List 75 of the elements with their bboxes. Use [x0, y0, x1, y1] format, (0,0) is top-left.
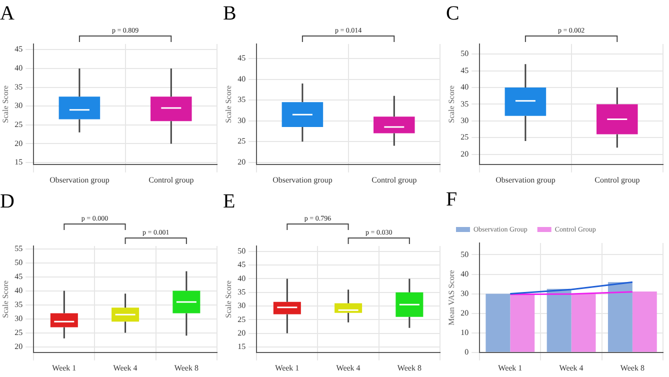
chart-title: B [223, 2, 236, 24]
y-axis-title: Scale Score [224, 84, 233, 123]
chart-title: C [446, 2, 460, 24]
y-tick-label: 50 [14, 258, 23, 267]
y-tick-label: 20 [460, 149, 469, 158]
y-axis-title: Scale Score [224, 280, 233, 318]
y-tick-label: 20 [14, 342, 23, 351]
bar [486, 294, 510, 352]
y-axis-title: Scale Score [0, 84, 10, 123]
bar [632, 291, 657, 352]
x-tick-label: Week 1 [275, 363, 300, 372]
y-tick-label: 55 [14, 244, 23, 253]
y-tick-label: 40 [14, 286, 23, 295]
chart-title: A [0, 2, 15, 24]
x-tick-label: Week 1 [498, 363, 522, 372]
y-tick-label: 35 [14, 300, 23, 309]
x-tick-label: Observation group [496, 175, 556, 184]
y-tick-label: 45 [238, 260, 246, 270]
y-tick-label: 10 [460, 328, 469, 337]
x-tick-label: Control group [372, 175, 417, 184]
y-tick-label: 20 [14, 138, 23, 148]
bar [510, 294, 535, 352]
x-tick-label: Week 8 [174, 363, 198, 372]
bar [571, 294, 596, 352]
y-tick-label: 30 [14, 101, 23, 110]
y-tick-label: 40 [460, 82, 469, 92]
y-tick-label: 20 [238, 157, 246, 166]
y-tick-label: 40 [238, 74, 246, 84]
y-tick-label: 45 [14, 272, 23, 281]
x-tick-label: Week 4 [336, 363, 360, 372]
y-tick-label: 20 [238, 328, 246, 338]
y-tick-label: 30 [460, 288, 469, 298]
y-tick-label: 40 [238, 274, 246, 283]
x-tick-label: Week 1 [52, 363, 76, 372]
y-tick-label: 50 [460, 250, 469, 259]
y-tick-label: 45 [14, 44, 23, 54]
y-tick-label: 30 [14, 314, 23, 323]
y-tick-label: 25 [14, 120, 23, 129]
y-axis-title: Scale Score [0, 280, 10, 318]
y-tick-label: 25 [460, 132, 469, 142]
y-tick-label: 30 [238, 301, 246, 310]
x-tick-label: Week 4 [113, 363, 138, 372]
y-tick-label: 25 [14, 328, 23, 337]
y-tick-label: 20 [460, 308, 469, 318]
y-tick-label: 35 [238, 287, 246, 296]
y-axis-title: Mean VAS Score [446, 270, 456, 326]
y-axis-title: Scale Score [446, 84, 456, 123]
y-tick-label: 15 [238, 342, 246, 352]
y-tick-label: 35 [238, 95, 246, 104]
chart-title: D [0, 190, 14, 212]
y-tick-label: 30 [238, 116, 246, 125]
y-tick-label: 15 [14, 158, 23, 167]
x-tick-label: Control group [148, 175, 194, 184]
y-tick-label: 35 [460, 99, 469, 108]
y-tick-label: 40 [14, 64, 23, 73]
chart-title: F [446, 188, 458, 210]
y-tick-label: 45 [460, 66, 469, 75]
y-tick-label: 30 [460, 116, 469, 126]
y-tick-label: 25 [238, 314, 246, 324]
y-tick-label: 45 [238, 54, 246, 63]
bar [546, 288, 572, 352]
y-tick-label: 50 [460, 49, 469, 58]
y-tick-label: 40 [460, 269, 469, 278]
chart-title: E [223, 190, 236, 212]
bar [608, 282, 632, 352]
x-tick-label: Control group [594, 175, 640, 184]
x-tick-label: Week 8 [397, 363, 422, 372]
x-tick-label: Observation group [272, 175, 332, 184]
x-tick-label: Observation group [50, 175, 110, 184]
x-tick-label: Week 4 [559, 363, 584, 372]
y-tick-label: 0 [464, 347, 469, 356]
y-tick-label: 25 [238, 136, 246, 146]
x-tick-label: Week 8 [620, 363, 644, 372]
y-tick-label: 50 [238, 246, 246, 256]
y-tick-label: 35 [14, 82, 23, 92]
